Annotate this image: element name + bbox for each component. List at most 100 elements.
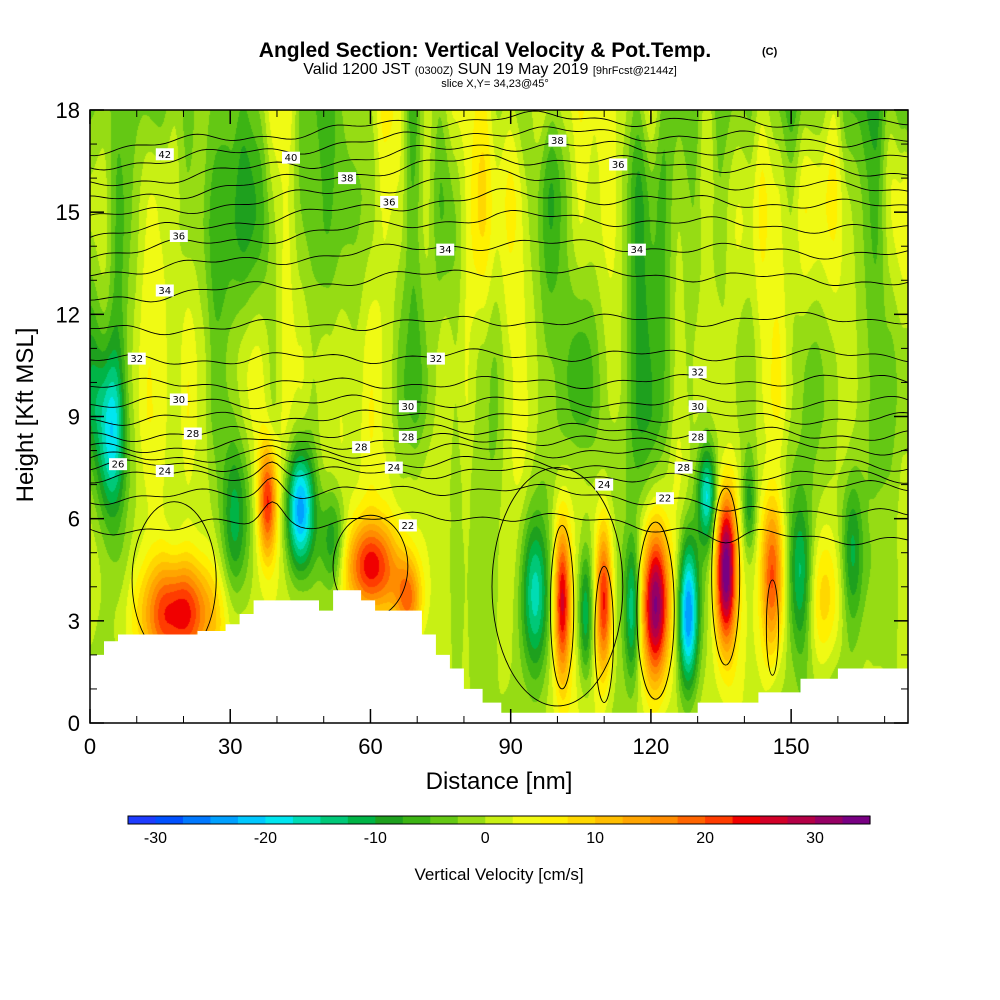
svg-text:36: 36 (172, 232, 185, 243)
colorbar-label: Vertical Velocity [cm/s] (414, 865, 583, 884)
colorbar-swatch (815, 816, 844, 824)
contour-label: 24 (384, 461, 403, 474)
isentrope-42 (90, 110, 908, 157)
chart-slice-info: slice X,Y= 34,23@45° (441, 78, 549, 90)
contour-label: 34 (436, 243, 455, 256)
contour-label: 22 (655, 492, 674, 505)
chart-title-tag: (C) (762, 46, 778, 58)
isentrope-35 (90, 239, 908, 277)
svg-text:28: 28 (401, 432, 414, 443)
colorbar-tick-label: 30 (806, 830, 824, 847)
colorbar: -30 -20 -10 0 10 20 30 (127, 815, 871, 847)
colorbar-swatch (842, 816, 871, 824)
svg-text:32: 32 (130, 354, 143, 365)
y-axis-label: Height [Kft MSL] (12, 328, 39, 503)
isentrope-26 (90, 442, 908, 472)
x-tick-label: 0 (84, 734, 96, 759)
isentrope-22 (90, 501, 908, 546)
isentrope-36 (90, 210, 908, 259)
chart-subtitle: Valid 1200 JST (0300Z) SUN 19 May 2019 [… (303, 61, 677, 78)
cell-contour-5 (765, 579, 779, 676)
svg-text:34: 34 (631, 245, 644, 256)
colorbar-swatch (320, 816, 349, 824)
svg-text:38: 38 (341, 174, 354, 185)
cell-contour-4 (711, 487, 741, 666)
contour-label: 28 (688, 430, 707, 443)
colorbar-swatch (650, 816, 679, 824)
svg-text:24: 24 (387, 463, 400, 474)
colorbar-swatch (760, 816, 789, 824)
contour-label: 26 (109, 458, 128, 471)
svg-text:28: 28 (355, 443, 368, 454)
colorbar-tick-label: 10 (586, 830, 604, 847)
contour-label: 42 (155, 148, 174, 161)
cell-contour-7 (491, 467, 624, 707)
contour-label: 32 (688, 366, 707, 379)
y-tick-label: 0 (68, 711, 80, 736)
svg-text:32: 32 (430, 354, 443, 365)
colorbar-swatch (622, 816, 651, 824)
x-tick-label: 120 (633, 734, 670, 759)
colorbar-swatch (567, 816, 596, 824)
svg-text:36: 36 (383, 197, 396, 208)
svg-text:30: 30 (401, 402, 414, 413)
cell-contour-2 (594, 565, 614, 704)
isentrope-24 (90, 461, 908, 492)
colorbar-tick-label: -20 (254, 830, 277, 847)
isentrope-31 (90, 374, 908, 392)
cell-contour-1 (549, 525, 575, 690)
isentrope-38 (90, 168, 908, 216)
contour-label: 30 (688, 400, 707, 413)
vertical-velocity-field (90, 110, 908, 723)
colorbar-swatch (677, 816, 706, 824)
isentrope-32 (90, 348, 908, 365)
contour-label: 38 (548, 134, 567, 147)
x-tick-label: 150 (773, 734, 810, 759)
svg-text:32: 32 (691, 368, 704, 379)
svg-text:36: 36 (612, 160, 625, 171)
contour-label: 36 (380, 195, 399, 208)
svg-text:40: 40 (285, 153, 298, 164)
colorbar-swatch (485, 816, 514, 824)
potential-temperature-contours (90, 110, 908, 707)
contour-label: 32 (426, 352, 445, 365)
colorbar-swatch (182, 816, 212, 824)
svg-text:42: 42 (158, 150, 171, 161)
contour-label: 28 (398, 430, 417, 443)
contour-label: 40 (281, 151, 300, 164)
colorbar-swatch (595, 816, 624, 824)
svg-text:24: 24 (158, 466, 171, 477)
y-tick-label: 15 (56, 200, 80, 225)
svg-text:34: 34 (158, 286, 171, 297)
colorbar-swatch (128, 816, 157, 824)
colorbar-swatch (375, 816, 404, 824)
colorbar-tick-label: -30 (144, 830, 167, 847)
cell-contour-3 (636, 521, 675, 700)
svg-text:28: 28 (691, 432, 704, 443)
contour-label: 24 (595, 478, 614, 491)
contour-label: 38 (338, 172, 357, 185)
isentrope-41 (90, 126, 908, 171)
isentrope-25 (90, 452, 908, 484)
contour-label: 28 (183, 427, 202, 440)
isentrope-29 (90, 408, 908, 426)
contour-label: 34 (155, 284, 174, 297)
contour-label: 24 (155, 464, 174, 477)
y-tick-label: 18 (56, 98, 80, 123)
contour-label: 22 (398, 519, 417, 532)
x-tick-label: 30 (218, 734, 242, 759)
isentrope-37 (90, 188, 908, 238)
contour-label: 32 (127, 352, 146, 365)
isentrope-27 (90, 433, 908, 456)
colorbar-swatch (402, 816, 431, 824)
contour-label: 30 (398, 400, 417, 413)
x-tick-label: 60 (358, 734, 382, 759)
colorbar-swatch (265, 816, 294, 824)
y-tick-label: 6 (68, 507, 80, 532)
colorbar-swatch (787, 816, 816, 824)
subtitle-utc: (0300Z) (415, 65, 454, 77)
colorbar-swatch (512, 816, 541, 824)
colorbar-tick-label: -10 (364, 830, 387, 847)
